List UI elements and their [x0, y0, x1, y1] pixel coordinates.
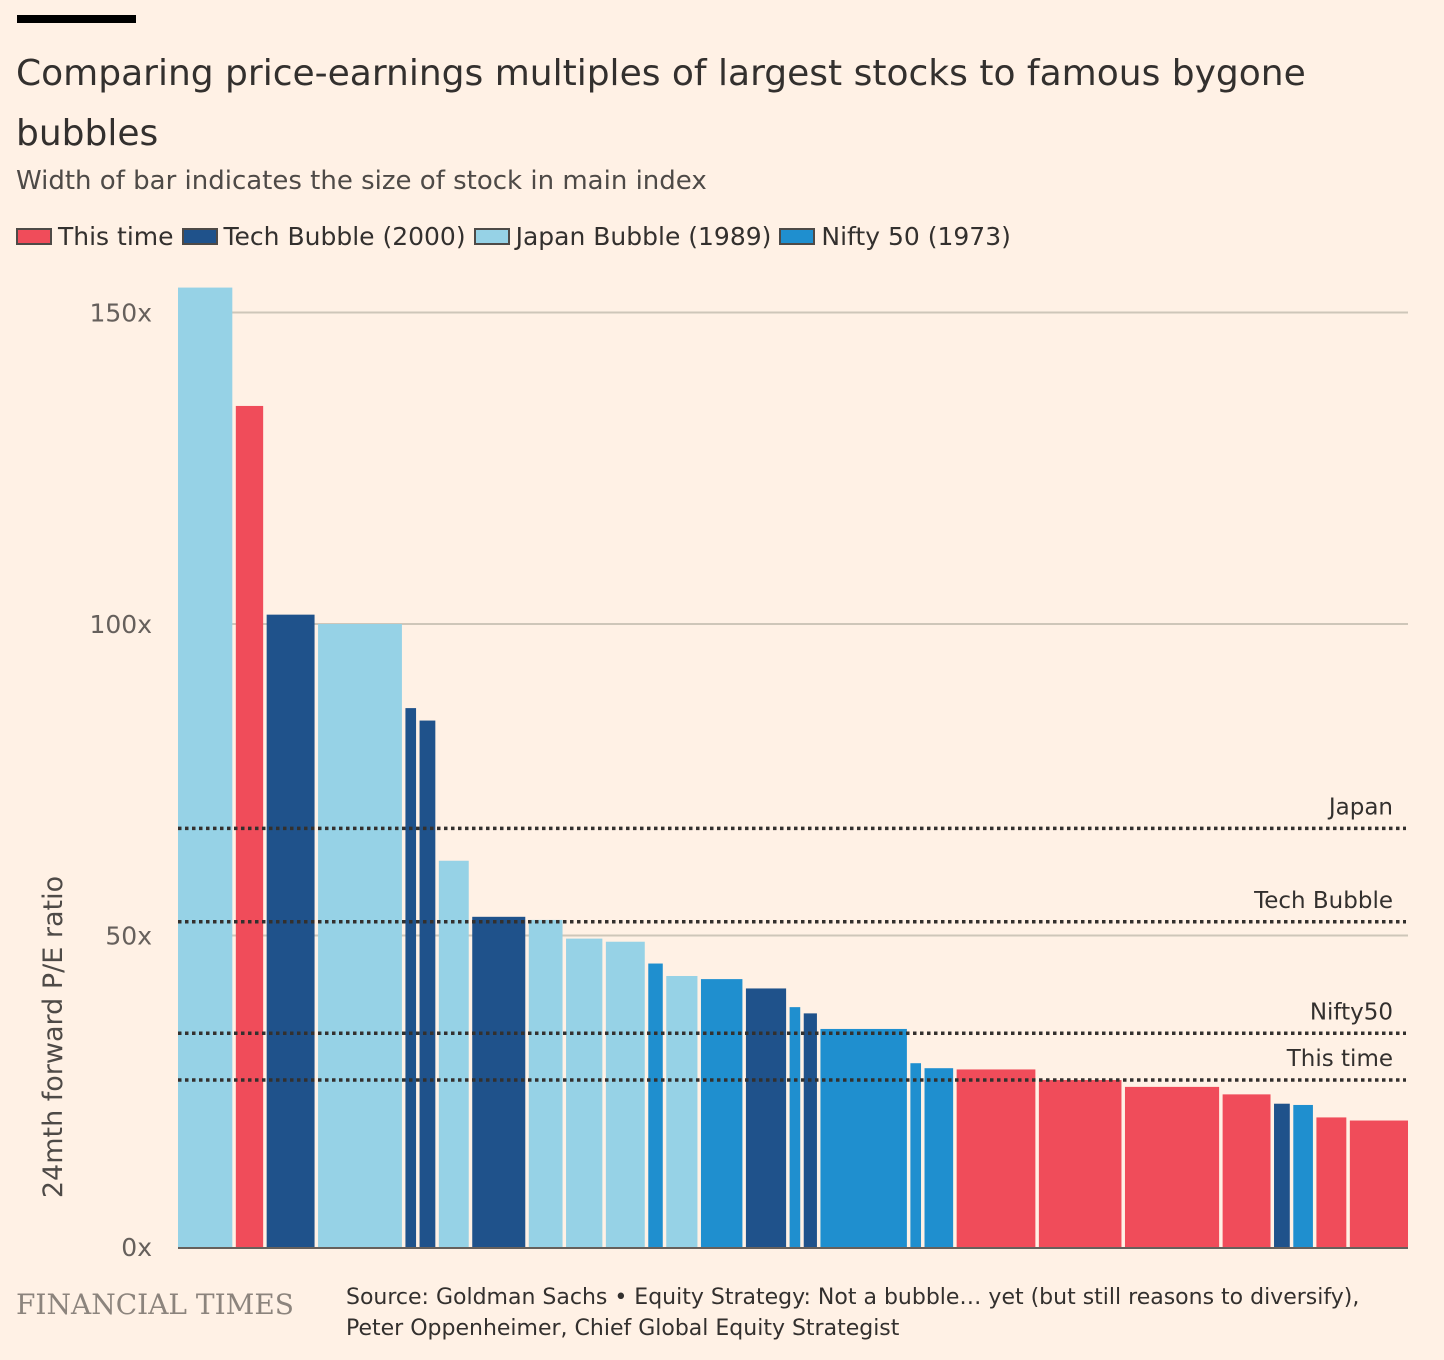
bar-12 — [648, 963, 663, 1247]
bar-3 — [266, 614, 315, 1247]
reference-label-nifty50: Nifty50 — [1310, 999, 1393, 1025]
y-axis-label: 24mth forward P/E ratio — [38, 876, 69, 1198]
bar-10 — [566, 938, 603, 1247]
legend-label-nifty-50: Nifty 50 (1973) — [821, 222, 1011, 251]
chart-subtitle: Width of bar indicates the size of stock… — [16, 166, 707, 196]
bar-6 — [419, 720, 436, 1247]
legend-label-japan-bubble: Japan Bubble (1989) — [515, 222, 772, 251]
bar-9 — [528, 919, 563, 1247]
bar-25 — [1274, 1103, 1290, 1247]
legend-swatch-tech-bubble — [181, 228, 218, 245]
bar-15 — [745, 988, 787, 1247]
reference-label-japan: Japan — [1327, 794, 1393, 820]
bar-28 — [1349, 1120, 1409, 1247]
bar-16 — [789, 1007, 801, 1247]
chart-title: Comparing price-earnings multiples of la… — [16, 53, 1306, 154]
bar-26 — [1293, 1104, 1313, 1247]
legend-label-this-time: This time — [58, 222, 174, 251]
bar-19 — [910, 1063, 922, 1247]
legend-swatch-nifty-50 — [779, 228, 816, 245]
bar-14 — [700, 979, 743, 1247]
y-tick-label: 0x — [121, 1233, 152, 1262]
reference-label-tech-bubble: Tech Bubble — [1253, 888, 1393, 914]
legend-item-nifty-50: Nifty 50 (1973) — [779, 222, 1011, 251]
legend-swatch-japan-bubble — [473, 228, 510, 245]
ft-logo: FINANCIAL TIMES — [16, 1288, 294, 1321]
bar-24 — [1222, 1094, 1271, 1247]
bar-chart: 0x 50x 100x 150x 24mth forward P/E ratio Japa… — [38, 287, 1409, 1262]
y-tick-label: 50x — [105, 922, 152, 951]
bar-21 — [956, 1069, 1036, 1247]
top-accent-bar — [17, 15, 136, 23]
bar-23 — [1124, 1086, 1220, 1247]
bar-7 — [438, 860, 469, 1247]
y-tick-label: 100x — [89, 610, 152, 639]
legend-item-japan-bubble: Japan Bubble (1989) — [473, 222, 772, 251]
bar-5 — [405, 708, 417, 1247]
bar-18 — [820, 1028, 907, 1247]
bar-17 — [803, 1013, 817, 1248]
bar-2 — [235, 405, 264, 1247]
bar-22 — [1038, 1080, 1122, 1247]
bar-1 — [178, 287, 233, 1248]
bar-4 — [318, 624, 402, 1247]
bar-11 — [605, 941, 645, 1247]
y-tick-label: 150x — [89, 299, 152, 328]
legend-swatch-this-time — [16, 228, 52, 245]
legend-item-tech-bubble: Tech Bubble (2000) — [181, 222, 466, 251]
bar-8 — [472, 916, 526, 1247]
bar-13 — [666, 976, 698, 1247]
bar-27 — [1316, 1117, 1347, 1247]
legend-label-tech-bubble: Tech Bubble (2000) — [223, 222, 466, 251]
legend-item-this-time: This time — [16, 222, 174, 251]
legend: This time Tech Bubble (2000) Japan Bubbl… — [16, 222, 1019, 251]
reference-label-this-time: This time — [1286, 1046, 1393, 1072]
bar-20 — [924, 1068, 954, 1247]
source-note: Source: Goldman Sachs • Equity Strategy:… — [346, 1285, 1360, 1341]
